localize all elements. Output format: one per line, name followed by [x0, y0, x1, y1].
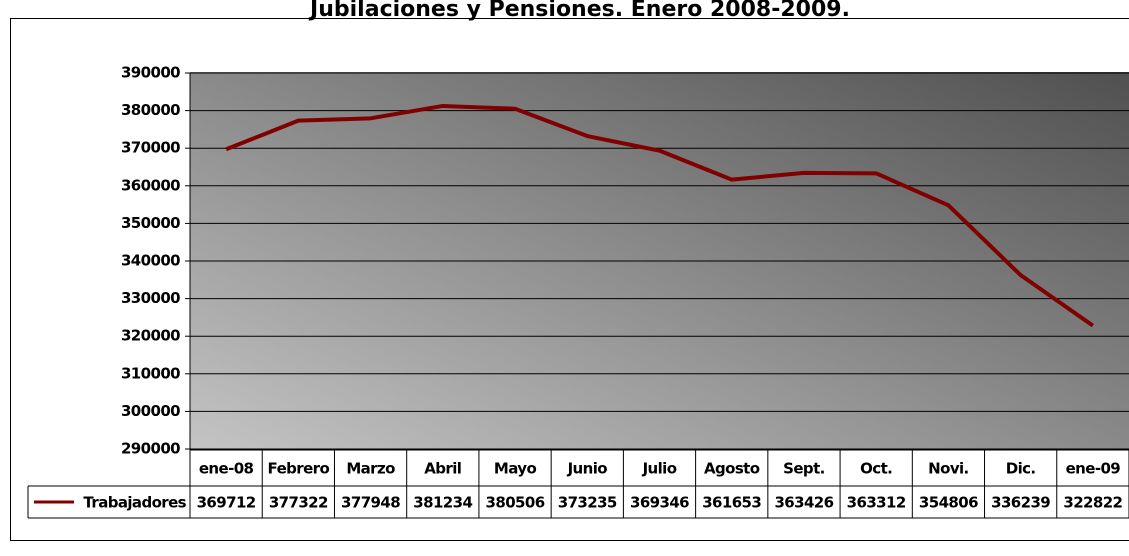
x-tick-label: Abril — [424, 460, 461, 478]
data-table-value: 380506 — [486, 494, 545, 512]
x-tick-label: Marzo — [346, 460, 395, 478]
data-table-value: 377322 — [269, 494, 328, 512]
data-table-value: 354806 — [919, 494, 978, 512]
y-tick-label: 380000 — [121, 101, 180, 119]
data-table-value: 373235 — [558, 494, 617, 512]
y-tick-label: 320000 — [121, 327, 180, 345]
x-tick-label: Sept. — [783, 460, 825, 478]
chart-title: Jubilaciones y Pensiones. Enero 2008-200… — [308, 0, 850, 22]
x-tick-label: ene-08 — [199, 460, 254, 478]
data-table-value: 322822 — [1063, 494, 1122, 512]
x-tick-label: Agosto — [704, 460, 760, 478]
y-tick-label: 340000 — [121, 252, 180, 270]
data-line — [225, 103, 1095, 328]
y-tick-label: 300000 — [121, 402, 180, 420]
x-tick-label: Mayo — [494, 460, 537, 478]
data-table-value: 377948 — [341, 494, 400, 512]
x-tick-label: Oct. — [860, 460, 892, 478]
x-tick-label: Julio — [642, 460, 677, 478]
data-table-value: 363426 — [774, 494, 833, 512]
x-tick-label: ene-09 — [1066, 460, 1121, 478]
y-tick-label: 350000 — [121, 214, 180, 232]
data-table-value: 336239 — [991, 494, 1050, 512]
data-table-value: 369346 — [630, 494, 689, 512]
legend-label: Trabajadores — [83, 494, 186, 512]
y-tick-label: 360000 — [121, 176, 180, 194]
y-tick-label: 310000 — [121, 364, 180, 382]
data-table-value: 369712 — [197, 494, 256, 512]
data-table-value: 363312 — [847, 494, 906, 512]
x-tick-label: Febrero — [268, 460, 330, 478]
y-tick-label: 290000 — [121, 440, 180, 458]
y-tick-label: 370000 — [121, 139, 180, 157]
data-table-value: 361653 — [702, 494, 761, 512]
y-tick-label: 330000 — [121, 289, 180, 307]
data-table-value: 381234 — [413, 494, 472, 512]
y-tick-label: 390000 — [121, 64, 180, 82]
x-tick-label: Junio — [567, 460, 608, 478]
x-tick-label: Dic. — [1006, 460, 1036, 478]
x-tick-label: Novi. — [928, 460, 968, 478]
